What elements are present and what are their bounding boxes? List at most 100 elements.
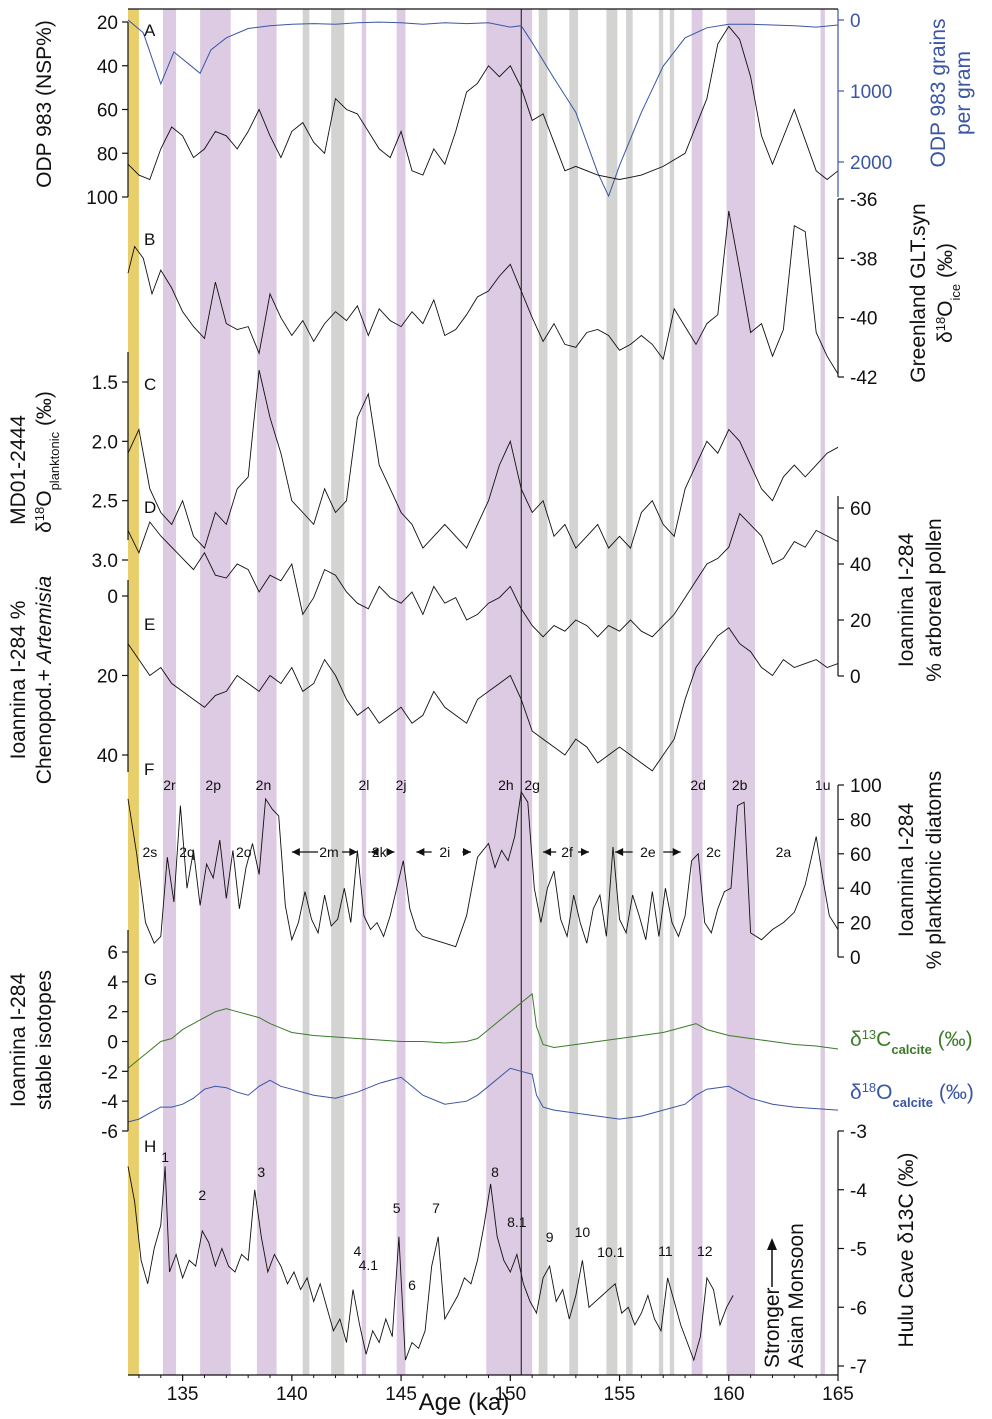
monsoon-arrow-line1: Stronger [761, 1287, 784, 1368]
tick-label-b-right-2: -40 [850, 309, 877, 330]
panel-c-left-title-2: δ18Oplanktonic (‰) [32, 391, 62, 533]
x-tick-label-5: 160 [713, 1384, 745, 1405]
h-event-label-9: 9 [546, 1229, 554, 1245]
f-arrow-left-head-3 [543, 848, 552, 856]
panel-b-right-title-2: δ18Oice (‰) [933, 243, 963, 343]
grey-band-4 [606, 9, 618, 1375]
series-g-1 [127, 1067, 839, 1123]
f-top-label-2g: 2g [524, 777, 540, 793]
tick-label-g-left-6: -6 [101, 1122, 118, 1143]
f-arrow-left-head-0 [291, 848, 300, 856]
tick-label-a-left-1: 40 [97, 57, 118, 78]
panel-f-inner-labels: 2s 2q 2o 2m 2k 2i 2f 2e 2c 2a [142, 844, 791, 860]
purple-band-2 [256, 9, 277, 1375]
tick-label-d-right-1: 40 [850, 555, 871, 576]
h-event-label-12: 12 [697, 1243, 713, 1259]
f-arrow-left-head-1 [370, 848, 379, 856]
h-event-label-3: 3 [257, 1164, 265, 1180]
f-arrow-right-head-3 [580, 848, 589, 856]
panel-letter-b: B [144, 230, 155, 249]
tick-label-g-left-1: 4 [107, 973, 118, 994]
tick-label-e-left-0: 0 [107, 587, 118, 608]
f-inner-label-2e: 2e [640, 844, 656, 860]
f-inner-label-2f: 2f [561, 844, 573, 860]
panel-letter-c: C [144, 375, 156, 394]
tick-label-a-right-1: 1000 [850, 82, 892, 103]
monsoon-arrow: Stronger Asian Monsoon [761, 1223, 808, 1368]
yellow-band-0 [128, 9, 139, 1375]
tick-label-g-left-2: 2 [107, 1003, 118, 1024]
series-a-0 [127, 19, 839, 198]
tick-label-h-right-0: -3 [850, 1122, 867, 1143]
series-h-0 [127, 1166, 734, 1362]
f-top-label-2p: 2p [205, 777, 221, 793]
panel-f-arrows [291, 848, 681, 856]
f-arrow-left-head-4 [615, 848, 624, 856]
tick-label-d-right-2: 20 [850, 611, 871, 632]
h-event-label-1: 1 [161, 1149, 169, 1165]
f-top-label-2h: 2h [498, 777, 514, 793]
tick-label-a-left-3: 80 [97, 144, 118, 165]
panel-h-right-title: Hulu Cave δ13C (‰) [895, 1153, 918, 1348]
tick-label-a-right-2: 2000 [850, 153, 892, 174]
tick-label-g-left-0: 6 [107, 943, 118, 964]
grey-band-1 [331, 9, 345, 1375]
series-a-1 [127, 25, 839, 181]
panel-c-left-title: MD01-2444 [7, 415, 30, 525]
monsoon-arrow-line2: Asian Monsoon [785, 1223, 808, 1368]
grey-band-2 [538, 9, 548, 1375]
tick-label-b-right-3: -42 [850, 368, 877, 389]
panel-f-top-labels: 2r 2p 2n 2l 2j 2h 2g 2d 2b 1u [163, 777, 830, 793]
tick-label-a-left-4: 100 [86, 188, 118, 209]
tick-label-f-right-0: 100 [850, 776, 882, 797]
tick-label-g-left-3: 0 [107, 1033, 118, 1054]
h-event-label-5: 5 [393, 1200, 401, 1216]
tick-label-c-left-3: 3.0 [92, 551, 118, 572]
f-arrow-left-head-2 [416, 848, 425, 856]
panel-letter-g: G [144, 970, 157, 989]
purple-band-4 [396, 9, 406, 1375]
grey-band-3 [569, 9, 579, 1375]
panel-d-right-title-1: Ioannina I-284 [895, 533, 918, 668]
f-top-label-2r: 2r [163, 777, 176, 793]
x-tick-label-0: 135 [167, 1384, 199, 1405]
data-series-group [127, 19, 839, 1362]
panel-letter-e: E [144, 615, 155, 634]
panel-letter-a: A [144, 21, 156, 40]
tick-label-f-right-4: 20 [850, 914, 871, 935]
tick-label-g-left-4: -2 [101, 1062, 118, 1083]
tick-label-e-left-2: 40 [97, 746, 118, 767]
tick-label-g-left-5: -4 [101, 1092, 118, 1113]
h-event-label-10: 10 [575, 1224, 591, 1240]
x-axis-title: Age (ka) [419, 1389, 510, 1416]
panel-a-right-title-2: per gram [952, 51, 975, 135]
grey-band-0 [302, 9, 310, 1375]
f-arrow-right-head-2 [462, 848, 471, 856]
tick-label-f-right-1: 80 [850, 810, 871, 831]
f-arrow-right-head-4 [672, 848, 681, 856]
f-top-label-2d: 2d [690, 777, 706, 793]
tick-label-a-left-0: 20 [97, 13, 118, 34]
purple-band-8 [820, 9, 825, 1375]
tick-label-f-right-3: 40 [850, 879, 871, 900]
panel-letter-f: F [144, 760, 154, 779]
tick-label-h-right-2: -5 [850, 1240, 867, 1261]
h-event-label-11: 11 [658, 1243, 673, 1259]
tick-label-a-right-0: 0 [850, 11, 861, 32]
panel-letter-d: D [144, 498, 156, 517]
annotations-group: 2r 2p 2n 2l 2j 2h 2g 2d 2b 1u 2s 2q 2o 2m 2k 2i 2f 2e 2c 2… [142, 777, 830, 1368]
series-g-0 [127, 992, 839, 1069]
purple-band-0 [162, 9, 177, 1375]
f-arrow-right-head-1 [386, 848, 395, 856]
grey-band-7 [669, 9, 675, 1375]
f-top-label-2b: 2b [732, 777, 748, 793]
tick-label-d-right-3: 0 [850, 667, 861, 688]
panel-a-left-title: ODP 983 (NSP%) [33, 20, 56, 188]
monsoon-arrow-head [767, 1238, 777, 1250]
tick-label-a-left-2: 60 [97, 101, 118, 122]
series-c-0 [127, 369, 839, 549]
chart-frame [128, 8, 838, 1376]
series-b-0 [127, 210, 839, 375]
x-tick-label-4: 155 [604, 1384, 636, 1405]
purple-band-7 [726, 9, 755, 1375]
